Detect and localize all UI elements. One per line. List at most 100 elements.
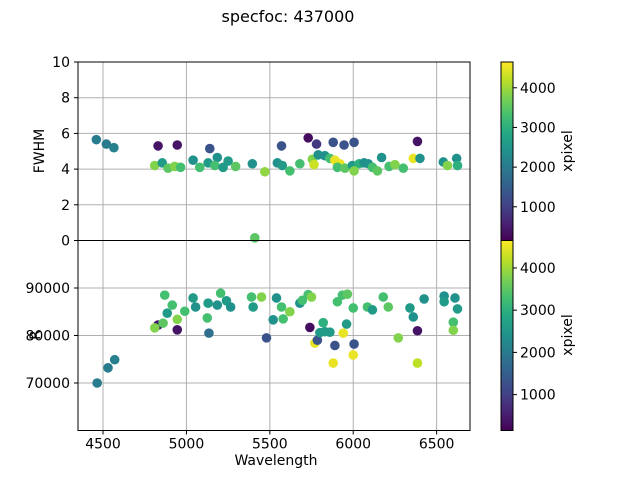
scatter-point	[172, 325, 183, 335]
scatter-point	[276, 141, 287, 151]
x-tick-label: 6500	[419, 437, 455, 453]
y-tick-label: 2	[61, 198, 70, 214]
scatter-point	[153, 141, 163, 151]
scatter-point	[278, 314, 288, 324]
scatter-point	[101, 139, 112, 149]
scatter-point	[204, 143, 215, 154]
y-tick-label: 8	[61, 91, 70, 107]
scatter-point	[188, 155, 198, 165]
scatter-point	[212, 300, 223, 310]
scatter-point	[312, 335, 323, 346]
scatter-point	[268, 315, 278, 325]
scatter-point	[348, 303, 359, 313]
scatter-point	[339, 140, 349, 150]
scatter-point	[330, 340, 340, 351]
scatter-point	[190, 302, 201, 312]
scatter-point	[306, 292, 317, 302]
scatter-point	[172, 140, 183, 150]
scatter-point	[390, 159, 400, 170]
scatter-point	[202, 313, 213, 323]
scatter-point	[349, 339, 359, 349]
scatter-point	[91, 134, 102, 145]
scatter-point	[332, 162, 343, 173]
scatter-point	[452, 304, 463, 314]
y-tick-label: 0	[61, 234, 70, 250]
scatter-point	[325, 327, 335, 337]
colorbar-tick-label: 2000	[520, 345, 556, 361]
scatter-point	[92, 378, 102, 388]
scatter-point	[342, 289, 353, 299]
scatter-point	[408, 312, 419, 322]
scatter-point	[276, 302, 287, 312]
scatter-point	[303, 133, 313, 143]
x-tick-label: 4500	[85, 437, 121, 453]
scatter-point	[398, 163, 409, 174]
scatter-point	[383, 302, 394, 312]
scatter-point	[448, 325, 459, 336]
scatter-point	[376, 152, 387, 163]
scatter-point	[412, 136, 423, 147]
scatter-point	[209, 160, 220, 171]
scatter-point	[246, 292, 257, 302]
scatter-point	[305, 322, 315, 333]
scatter-point	[167, 300, 178, 310]
scatter-point	[248, 302, 258, 312]
scatter-point	[159, 290, 170, 300]
scatter-point	[450, 293, 460, 303]
scatter-point	[203, 298, 213, 309]
scatter-point	[212, 152, 223, 163]
scatter-point	[328, 137, 339, 148]
scatter-point	[405, 303, 415, 313]
x-tick-label: 6000	[335, 437, 371, 453]
scatter-point	[250, 233, 260, 243]
scatter-point	[103, 363, 113, 373]
scatter-point	[260, 166, 270, 177]
y-tick-label: 70000	[25, 376, 70, 392]
scatter-point	[349, 166, 359, 176]
colorbar-tick-label: 4000	[520, 261, 556, 277]
figure-title: specfoc: 437000	[221, 7, 355, 26]
scatter-point	[175, 162, 186, 173]
scatter-point	[442, 160, 453, 171]
scatter-point	[419, 294, 429, 304]
scatter-point	[340, 163, 350, 174]
y-tick-label: 4	[61, 162, 70, 178]
colorbar	[500, 61, 514, 241]
scatter-point	[412, 325, 423, 336]
scatter-point	[349, 137, 359, 148]
scatter-point	[162, 308, 173, 318]
y-tick-label: 6	[61, 126, 70, 142]
colorbar-tick-label: 4000	[520, 81, 556, 97]
scatter-point	[109, 354, 120, 365]
scatter-point	[230, 161, 241, 172]
scatter-point	[223, 156, 233, 166]
scatter-point	[439, 296, 449, 307]
scatter-point	[452, 160, 463, 171]
scatter-point	[188, 293, 198, 303]
scatter-point	[179, 306, 190, 317]
scatter-point	[295, 158, 305, 169]
scatter-point	[158, 318, 168, 328]
scatter-point	[285, 306, 295, 317]
colorbar-tick-label: 1000	[520, 388, 556, 404]
x-tick-label: 5000	[169, 437, 205, 453]
scatter-point	[247, 158, 258, 169]
scatter-point	[332, 296, 343, 307]
scatter-point	[393, 333, 404, 343]
scatter-point	[311, 139, 322, 149]
scatter-point	[412, 358, 423, 368]
y-tick-label: 10	[52, 55, 70, 71]
scatter-point	[149, 323, 160, 333]
scatter-point	[225, 302, 236, 312]
scatter-point	[194, 162, 205, 173]
scatter-point	[215, 288, 226, 299]
scatter-point	[338, 328, 349, 338]
scatter-point	[408, 153, 419, 164]
axes-spine	[77, 61, 471, 241]
scatter-point	[318, 317, 329, 328]
scatter-point	[415, 153, 425, 164]
scatter-point	[204, 328, 214, 338]
colorbar-tick-label: 1000	[520, 200, 556, 216]
scatter-point	[378, 292, 389, 302]
